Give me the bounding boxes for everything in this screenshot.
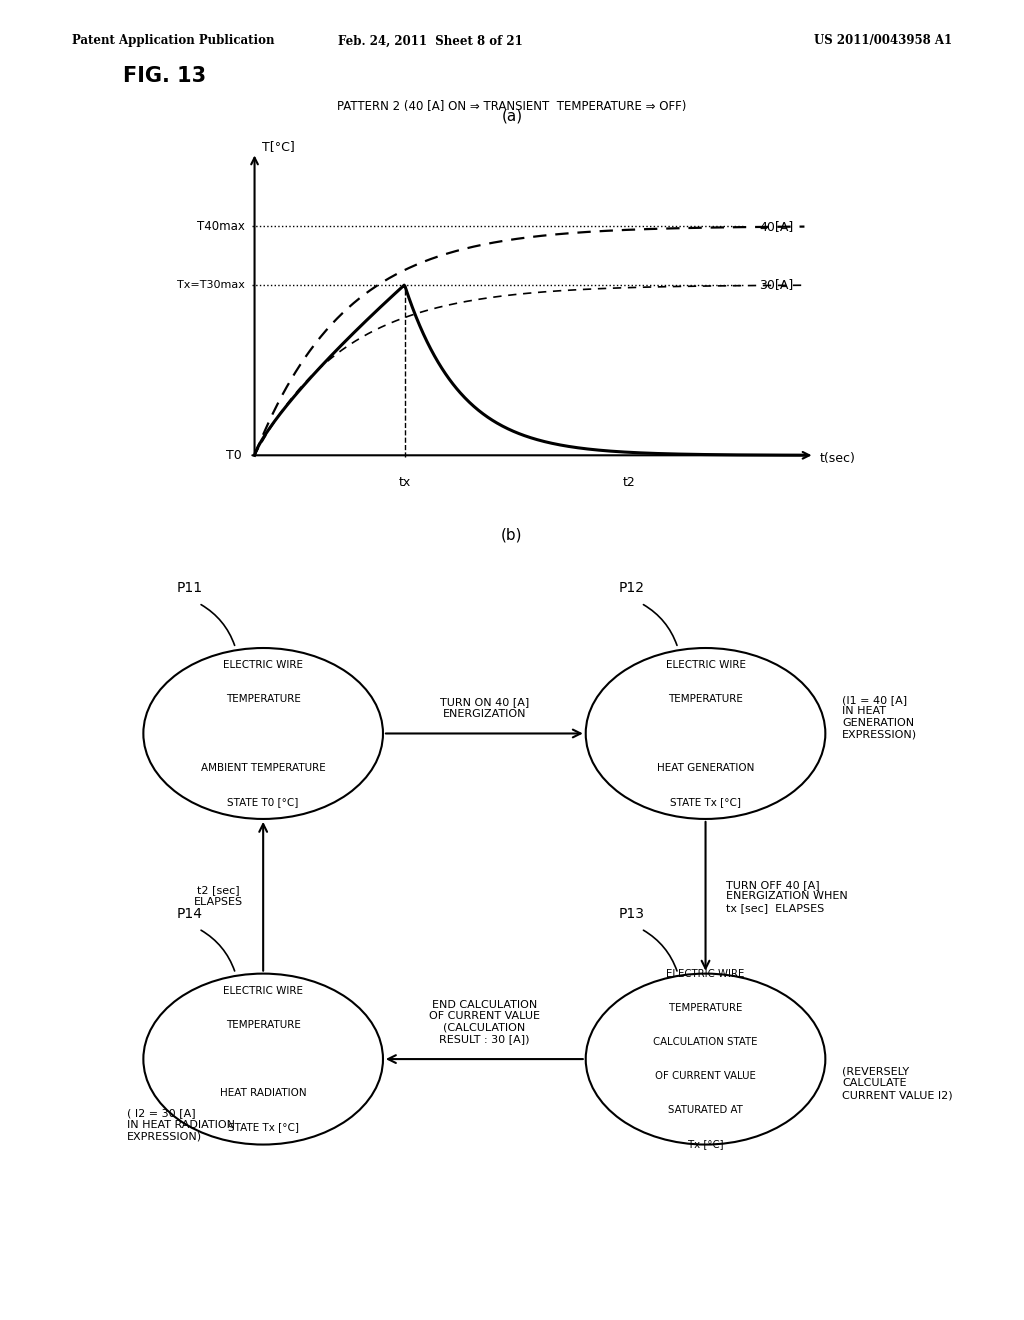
Text: t2 [sec]
ELAPSES: t2 [sec] ELAPSES bbox=[194, 886, 243, 907]
Text: TURN ON 40 [A]
ENERGIZATION: TURN ON 40 [A] ENERGIZATION bbox=[439, 697, 529, 719]
Text: ( I2 = 30 [A]
IN HEAT RADIATION
EXPRESSION): ( I2 = 30 [A] IN HEAT RADIATION EXPRESSI… bbox=[127, 1107, 234, 1140]
Text: tx: tx bbox=[398, 477, 411, 488]
Text: T[°C]: T[°C] bbox=[262, 140, 295, 153]
Text: 30[A]: 30[A] bbox=[760, 279, 794, 292]
Text: ELECTRIC WIRE: ELECTRIC WIRE bbox=[666, 660, 745, 671]
Text: t2: t2 bbox=[623, 477, 636, 488]
Text: ELECTRIC WIRE: ELECTRIC WIRE bbox=[223, 660, 303, 671]
Text: ELECTRIC WIRE: ELECTRIC WIRE bbox=[223, 986, 303, 995]
Text: TEMPERATURE: TEMPERATURE bbox=[669, 1003, 742, 1012]
Text: t(sec): t(sec) bbox=[819, 451, 855, 465]
Text: (REVERSELY
CALCULATE
CURRENT VALUE I2): (REVERSELY CALCULATE CURRENT VALUE I2) bbox=[842, 1067, 952, 1100]
Text: 40[A]: 40[A] bbox=[760, 219, 794, 232]
Text: P11: P11 bbox=[176, 581, 203, 595]
Text: T0: T0 bbox=[226, 449, 242, 462]
Text: Feb. 24, 2011  Sheet 8 of 21: Feb. 24, 2011 Sheet 8 of 21 bbox=[338, 34, 522, 48]
Text: STATE T0 [°C]: STATE T0 [°C] bbox=[227, 797, 299, 807]
Text: P13: P13 bbox=[618, 907, 645, 921]
Text: HEAT RADIATION: HEAT RADIATION bbox=[220, 1088, 306, 1098]
Text: CALCULATION STATE: CALCULATION STATE bbox=[653, 1038, 758, 1047]
Text: STATE Tx [°C]: STATE Tx [°C] bbox=[227, 1122, 299, 1133]
Text: OF CURRENT VALUE: OF CURRENT VALUE bbox=[655, 1071, 756, 1081]
Text: HEAT GENERATION: HEAT GENERATION bbox=[656, 763, 755, 772]
Text: (a): (a) bbox=[502, 108, 522, 123]
Text: Tx=T30max: Tx=T30max bbox=[177, 280, 245, 290]
Text: END CALCULATION
OF CURRENT VALUE
(CALCULATION
RESULT : 30 [A]): END CALCULATION OF CURRENT VALUE (CALCUL… bbox=[429, 999, 540, 1044]
Text: SATURATED AT: SATURATED AT bbox=[669, 1105, 742, 1115]
Text: PATTERN 2 (40 [A] ON ⇒ TRANSIENT  TEMPERATURE ⇒ OFF): PATTERN 2 (40 [A] ON ⇒ TRANSIENT TEMPERA… bbox=[337, 100, 687, 114]
Text: Patent Application Publication: Patent Application Publication bbox=[72, 34, 274, 48]
Text: TURN OFF 40 [A]
ENERGIZATION WHEN
tx [sec]  ELAPSES: TURN OFF 40 [A] ENERGIZATION WHEN tx [se… bbox=[726, 879, 848, 913]
Text: TEMPERATURE: TEMPERATURE bbox=[668, 694, 743, 705]
Text: Tx [°C]: Tx [°C] bbox=[688, 1139, 723, 1150]
Text: TEMPERATURE: TEMPERATURE bbox=[225, 694, 301, 705]
Text: FIG. 13: FIG. 13 bbox=[123, 66, 206, 86]
Text: (b): (b) bbox=[502, 528, 522, 543]
Text: US 2011/0043958 A1: US 2011/0043958 A1 bbox=[814, 34, 952, 48]
Text: T40max: T40max bbox=[197, 219, 245, 232]
Text: AMBIENT TEMPERATURE: AMBIENT TEMPERATURE bbox=[201, 763, 326, 772]
Text: (I1 = 40 [A]
IN HEAT
GENERATION
EXPRESSION): (I1 = 40 [A] IN HEAT GENERATION EXPRESSI… bbox=[842, 694, 918, 739]
Text: P12: P12 bbox=[618, 581, 645, 595]
Text: ELECTRIC WIRE: ELECTRIC WIRE bbox=[667, 969, 744, 978]
Text: P14: P14 bbox=[176, 907, 203, 921]
Text: STATE Tx [°C]: STATE Tx [°C] bbox=[670, 797, 741, 807]
Text: TEMPERATURE: TEMPERATURE bbox=[225, 1020, 301, 1030]
